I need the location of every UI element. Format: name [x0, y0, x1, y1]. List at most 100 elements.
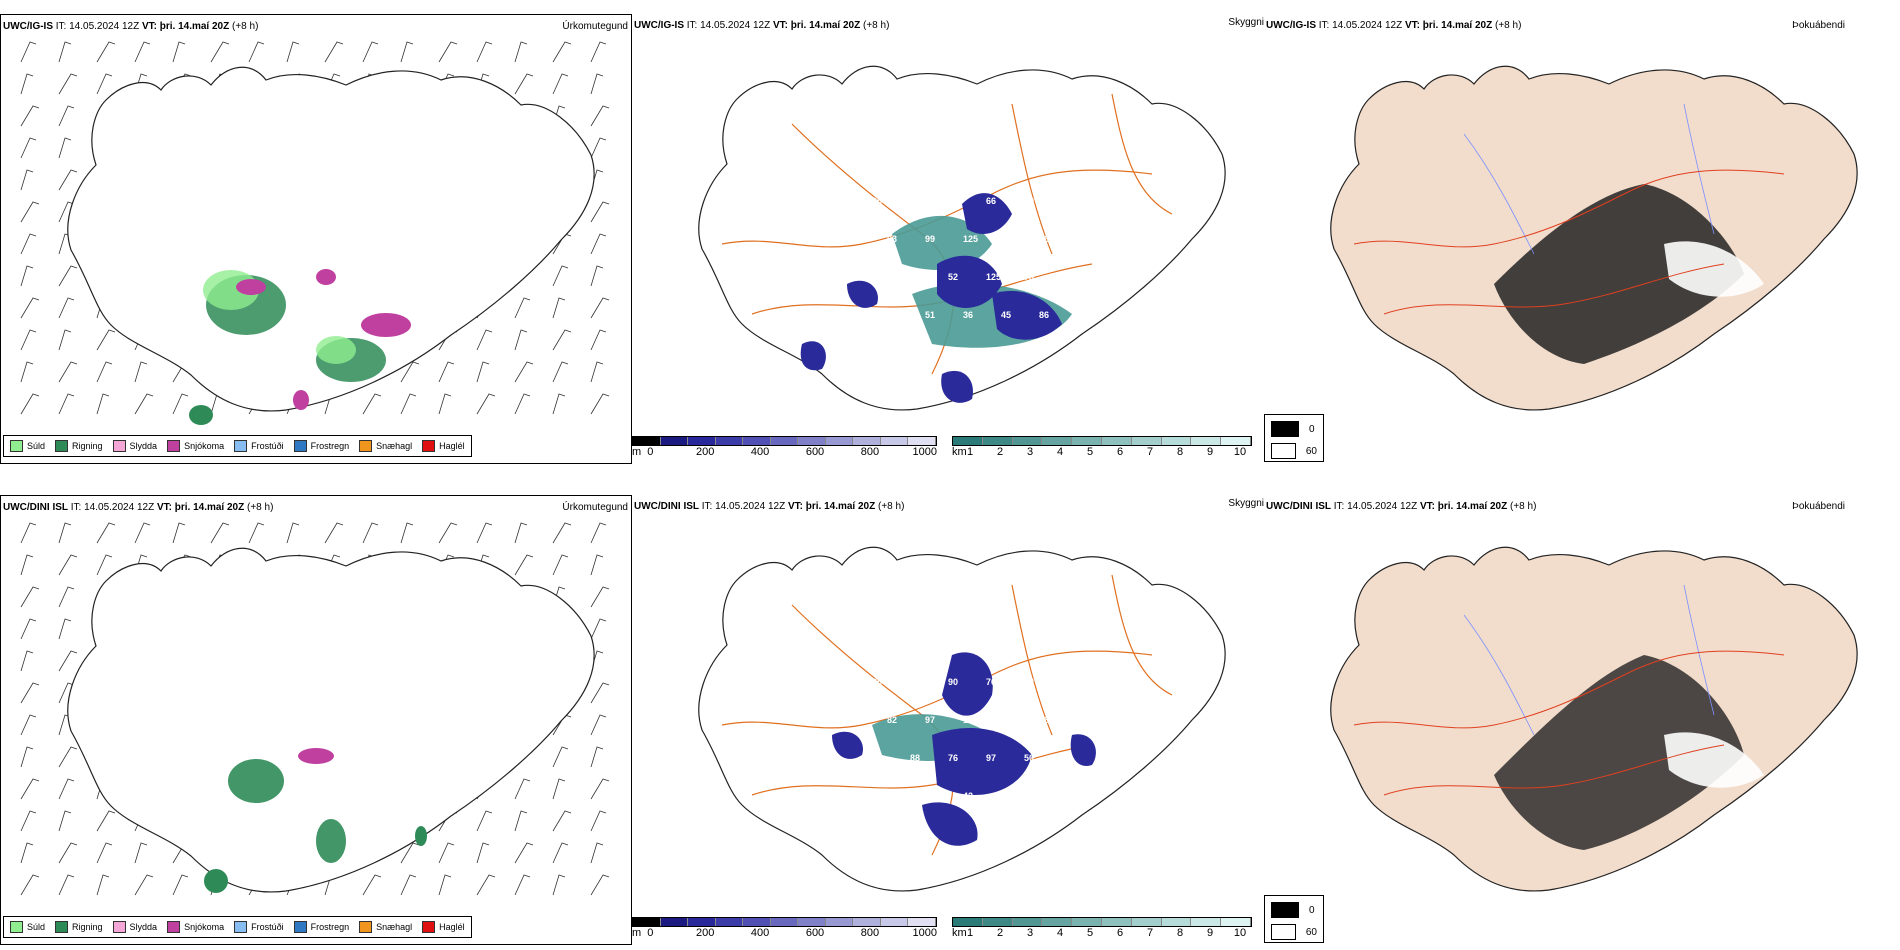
cloud-base-ticks: m 0 200 400 600 800 1000: [632, 927, 937, 939]
wind-barb: [58, 778, 75, 800]
wind-barb: [590, 233, 607, 255]
cloudbase-label: 72: [1001, 234, 1011, 244]
fog-shading: [1494, 655, 1764, 850]
wind-barb: [438, 361, 455, 383]
panel-title: UWC/DINI ISL IT: 14.05.2024 12Z VT: þri.…: [634, 501, 905, 512]
wind-barb: [590, 810, 607, 832]
wind-barb: [590, 265, 604, 287]
legend-label: Frostregn: [310, 441, 350, 451]
wind-barb: [20, 361, 34, 383]
visibility-map-ig: 95 67 73 66 59 63 99 125 72 46 70 61 52 125 78 89 51 36 45…: [698, 65, 1226, 411]
cloudbase-label: 125: [963, 234, 978, 244]
cloudbase-label: 59: [1024, 196, 1034, 206]
legend-label: Haglél: [439, 922, 465, 932]
wind-barb: [552, 41, 572, 63]
panel-title: UWC/IG-IS IT: 14.05.2024 12Z VT: þri. 14…: [1266, 20, 1522, 31]
cloudbase-label: 38: [1001, 791, 1011, 801]
wind-barb: [590, 746, 604, 768]
legend-item: Frostregn: [293, 440, 350, 452]
legend-swatch: [167, 921, 181, 933]
wind-barb: [552, 746, 569, 768]
colorbar-segment: [825, 437, 854, 445]
wind-barb: [514, 522, 528, 544]
cloudbase-label: 70: [872, 272, 882, 282]
cloudbase-label: 85: [872, 677, 882, 687]
wind-barb: [590, 137, 607, 159]
scale-tick: 7: [1146, 446, 1154, 458]
wind-barb: [590, 682, 610, 704]
wind-barb: [400, 393, 417, 415]
wind-barb: [20, 810, 37, 832]
precip-areas: [189, 269, 411, 425]
wind-barb: [96, 361, 113, 383]
wind-barb: [552, 329, 572, 351]
colorbar-segment: [688, 918, 716, 926]
road-network: [1353, 650, 1785, 796]
legend-item: Snæhagl: [359, 440, 412, 452]
wind-barb: [476, 393, 496, 415]
colorbar-segment: [1191, 437, 1222, 445]
wind-barb: [400, 41, 414, 63]
wind-barb: [58, 265, 78, 287]
scale-tick: 4: [1056, 446, 1064, 458]
scale-tick: 1: [966, 927, 974, 939]
colorbar-segment: [770, 437, 799, 445]
scale-tick: 10: [1233, 446, 1247, 458]
wind-barb: [134, 361, 148, 383]
low-visibility-areas: [800, 193, 1072, 403]
visibility-scale: km 1 2 3 4 5 6 7 8 9 10: [952, 917, 1252, 939]
colorbar-segment: [908, 918, 937, 926]
visibility-map-dini: 85 94 90 76 82 82 97 110 96 56 99 88 76 97 50 70 44 42 38 4…: [698, 546, 1226, 892]
wind-barb: [590, 778, 610, 800]
wind-barb: [58, 137, 72, 159]
scale-unit: km: [952, 927, 967, 939]
scale-tick: 2: [996, 446, 1004, 458]
legend-label: Snjókoma: [184, 922, 225, 932]
colorbar-segment: [880, 437, 909, 445]
wind-barb: [590, 41, 607, 63]
colorbar-segment: [660, 437, 689, 445]
cloud-base-scale: m 0 200 400 600 800 1000: [632, 436, 937, 458]
wind-barb: [552, 778, 566, 800]
wind-barb: [20, 297, 40, 319]
colorbar-segment: [880, 918, 909, 926]
fog-indicator-panel-dini: UWC/DINI ISL IT: 14.05.2024 12Z VT: þri.…: [1264, 495, 1900, 945]
cloudbase-label: 86: [1039, 310, 1049, 320]
wind-barb: [438, 393, 452, 415]
legend-item: Slydda: [112, 440, 157, 452]
colorbar-segment: [1131, 918, 1162, 926]
river-network: [1463, 584, 1715, 736]
colorbar-segment: [660, 918, 689, 926]
cloudbase-label: 44: [925, 791, 935, 801]
wind-barb: [58, 73, 78, 95]
scale-tick: 600: [805, 927, 825, 939]
wind-barb: [172, 41, 186, 63]
wind-barb: [362, 874, 382, 896]
wind-barb: [514, 329, 528, 351]
scale-tick: 400: [750, 927, 770, 939]
wind-barb: [590, 393, 610, 415]
wind-barb: [20, 522, 37, 544]
colorbar-segment: [798, 437, 826, 445]
fog-indicator-panel-ig: UWC/IG-IS IT: 14.05.2024 12Z VT: þri. 14…: [1264, 14, 1900, 464]
panel-kind-label: Skyggni: [1228, 17, 1264, 28]
colorbar-segment: [1101, 918, 1132, 926]
cloudbase-label: 125: [986, 272, 1001, 282]
wind-barb: [96, 329, 116, 351]
wind-barb: [58, 169, 78, 191]
legend-item: Súld: [10, 921, 45, 933]
wind-barb: [20, 137, 37, 159]
fog-map-ig: [1330, 65, 1858, 411]
colorbar-segment: [633, 918, 661, 926]
fog-legend: 0 60: [1264, 414, 1324, 462]
wind-barb: [58, 329, 72, 351]
iceland-coastline: [698, 546, 1226, 892]
wind-barb: [514, 874, 531, 896]
wind-barb: [552, 842, 569, 864]
wind-barb: [476, 41, 493, 63]
wind-barb: [96, 73, 113, 95]
colorbar-segment: [633, 437, 661, 445]
legend-item: Slydda: [112, 921, 157, 933]
colorbar-segment: [982, 437, 1013, 445]
colorbar-segment: [715, 918, 744, 926]
